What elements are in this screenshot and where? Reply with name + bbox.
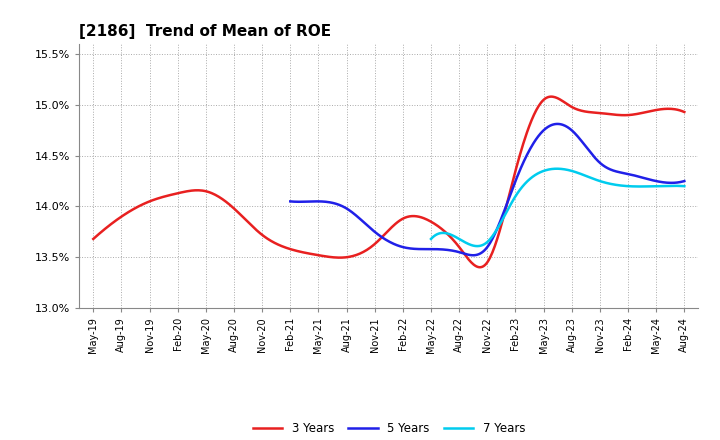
5 Years: [672, 180, 680, 185]
7 Years: [552, 166, 561, 171]
7 Years: [635, 184, 644, 189]
5 Years: [476, 251, 485, 256]
3 Years: [547, 94, 556, 99]
7 Years: [547, 166, 556, 172]
5 Years: [521, 155, 530, 160]
3 Years: [373, 239, 382, 244]
5 Years: [500, 208, 508, 213]
Legend: 3 Years, 5 Years, 7 Years: 3 Years, 5 Years, 7 Years: [248, 417, 530, 440]
7 Years: [427, 236, 436, 242]
Line: 3 Years: 3 Years: [94, 97, 684, 267]
7 Years: [473, 243, 482, 249]
3 Years: [409, 213, 418, 219]
5 Years: [611, 169, 619, 174]
7 Years: [578, 172, 587, 177]
5 Years: [680, 179, 688, 184]
7 Years: [564, 168, 573, 173]
3 Years: [89, 236, 98, 242]
7 Years: [680, 183, 688, 189]
Line: 5 Years: 5 Years: [290, 124, 684, 255]
Line: 7 Years: 7 Years: [431, 169, 684, 246]
5 Years: [286, 199, 294, 204]
5 Years: [553, 121, 562, 127]
3 Years: [576, 108, 585, 113]
3 Years: [475, 264, 484, 270]
Text: [2186]  Trend of Mean of ROE: [2186] Trend of Mean of ROE: [79, 24, 331, 39]
3 Years: [369, 242, 378, 247]
7 Years: [549, 166, 558, 172]
7 Years: [675, 183, 683, 189]
5 Years: [474, 252, 482, 257]
3 Years: [680, 110, 688, 115]
3 Years: [441, 229, 449, 235]
3 Years: [668, 106, 677, 112]
5 Years: [469, 253, 477, 258]
